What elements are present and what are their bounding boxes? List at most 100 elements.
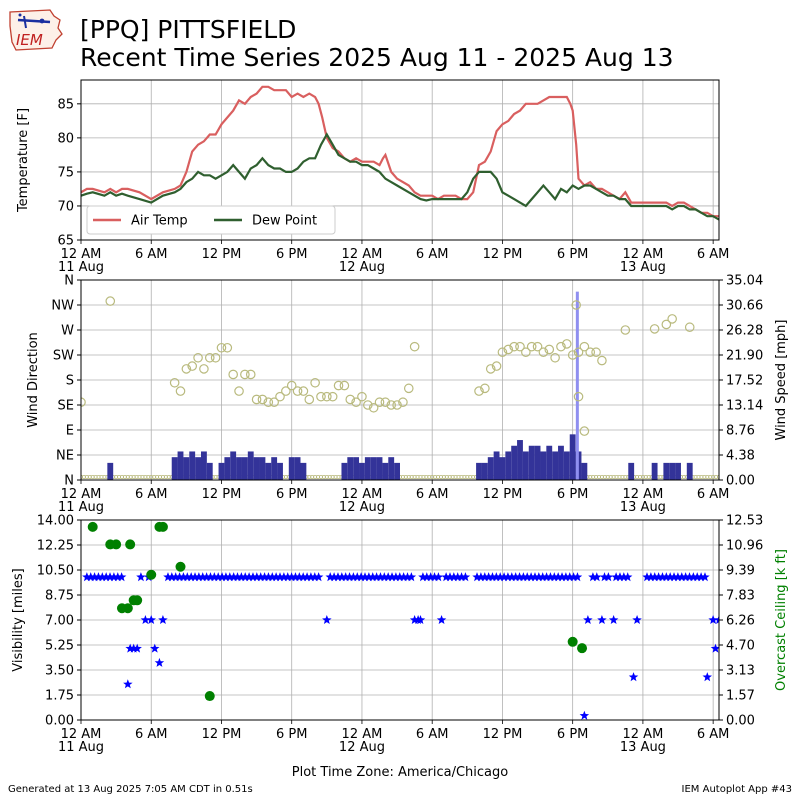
visibility-point <box>619 572 629 582</box>
visibility-point <box>344 572 355 582</box>
direction-tick-label: N <box>64 474 74 489</box>
x-date-label: 11 Aug <box>58 500 104 515</box>
wind-speed-bar <box>534 445 541 480</box>
wind-speed-bar <box>558 445 564 480</box>
wind-direction-point <box>515 341 525 352</box>
ceiling-point <box>204 691 215 702</box>
visibility-point <box>154 657 165 667</box>
visibility-point <box>201 572 212 582</box>
x-tick-label: 6 PM <box>276 487 307 502</box>
wind-direction-point <box>251 394 262 405</box>
wind-speed-bar <box>563 451 570 480</box>
wind-speed-bar <box>481 462 488 480</box>
iem-logo: IEM <box>6 6 66 54</box>
wind-speed-bar <box>487 457 494 480</box>
ceiling-point <box>567 636 578 647</box>
wind-direction-point <box>667 314 677 324</box>
plot-frame <box>80 79 720 241</box>
visibility-point <box>680 572 691 582</box>
wind-direction-point <box>345 394 356 405</box>
visibility-point <box>415 615 426 624</box>
visibility-point <box>592 572 602 582</box>
ceiling-point <box>146 569 157 580</box>
visibility-point <box>86 572 96 582</box>
visibility-point <box>418 572 428 582</box>
visibility-point <box>608 615 619 624</box>
visibility-point <box>615 572 625 582</box>
visibility-point <box>530 572 540 582</box>
ceiling-point <box>87 521 98 532</box>
x-tick-label: 6 AM <box>416 727 449 742</box>
visibility-point <box>146 615 156 624</box>
wind-direction-point <box>579 426 590 436</box>
legend-label: Air Temp <box>131 214 188 229</box>
visibility-point <box>406 572 417 582</box>
direction-tick-label: SE <box>58 399 74 414</box>
wind-speed-bar <box>581 462 588 480</box>
visibility-point <box>97 572 108 582</box>
visibility-point <box>279 572 289 582</box>
wind-speed-bar <box>183 457 190 480</box>
wind-direction-point <box>386 400 397 410</box>
wind-direction-point <box>661 319 672 330</box>
wind-speed-bar <box>359 462 365 480</box>
wind-direction-point <box>275 391 285 402</box>
visibility-tick-label: 14.00 <box>37 514 74 529</box>
wind-direction-point <box>538 347 549 358</box>
visibility-point <box>669 572 679 582</box>
visibility-point <box>425 572 436 582</box>
direction-tick-label: NE <box>56 449 74 464</box>
wind-speed-bar <box>265 462 272 480</box>
visibility-point <box>588 572 598 582</box>
visibility-point <box>642 572 652 582</box>
visibility-point <box>429 572 440 582</box>
wind-speed-bar <box>552 451 559 480</box>
visibility-point <box>252 572 262 582</box>
wind-direction-point <box>562 339 572 349</box>
x-tick-label: 12 AM <box>61 487 102 502</box>
visibility-point <box>368 572 378 582</box>
x-tick-label: 12 AM <box>342 247 383 262</box>
x-date-label: 11 Aug <box>58 740 104 755</box>
visibility-point <box>456 572 467 582</box>
wind-direction-point <box>392 400 402 410</box>
x-date-label: 13 Aug <box>620 740 666 755</box>
visibility-point <box>436 615 447 624</box>
visibility-point <box>263 572 274 582</box>
visibility-point <box>186 572 196 582</box>
visibility-point <box>383 572 393 582</box>
wind-direction-point <box>333 380 344 391</box>
wind-direction-point <box>181 364 192 374</box>
wind-speed-bar <box>271 457 278 480</box>
visibility-point <box>313 572 324 582</box>
visibility-point <box>240 572 250 582</box>
visibility-point <box>650 572 660 582</box>
visibility-point <box>225 572 235 582</box>
visibility-point <box>603 572 614 582</box>
speed-tick-label: 13.14 <box>726 399 763 414</box>
wind-direction-point <box>503 344 514 355</box>
wind-direction-point <box>310 377 320 388</box>
visibility-point <box>371 572 382 582</box>
wind-direction-point <box>257 394 268 405</box>
wind-direction-point <box>567 350 578 360</box>
wind-direction-point <box>509 341 519 352</box>
wind-direction-point <box>544 344 555 355</box>
wind-direction-point <box>526 341 537 352</box>
wind-speed-bar <box>259 457 266 480</box>
visibility-point <box>545 572 556 582</box>
legend-label: Dew Point <box>252 214 317 229</box>
ceiling-point <box>157 521 168 532</box>
wind-direction-point <box>684 322 695 333</box>
visibility-point <box>491 572 502 582</box>
wind-direction-point <box>269 397 279 408</box>
wind-speed-bar <box>628 462 635 480</box>
wind-direction-point <box>322 391 332 402</box>
visibility-point <box>409 615 420 624</box>
wind-direction-point <box>521 347 531 358</box>
wind-speed-bar <box>277 462 283 480</box>
visibility-point <box>692 572 702 582</box>
ceiling-tick-label: 3.13 <box>726 664 755 679</box>
plot-frame <box>80 519 720 721</box>
visibility-point <box>356 572 366 582</box>
